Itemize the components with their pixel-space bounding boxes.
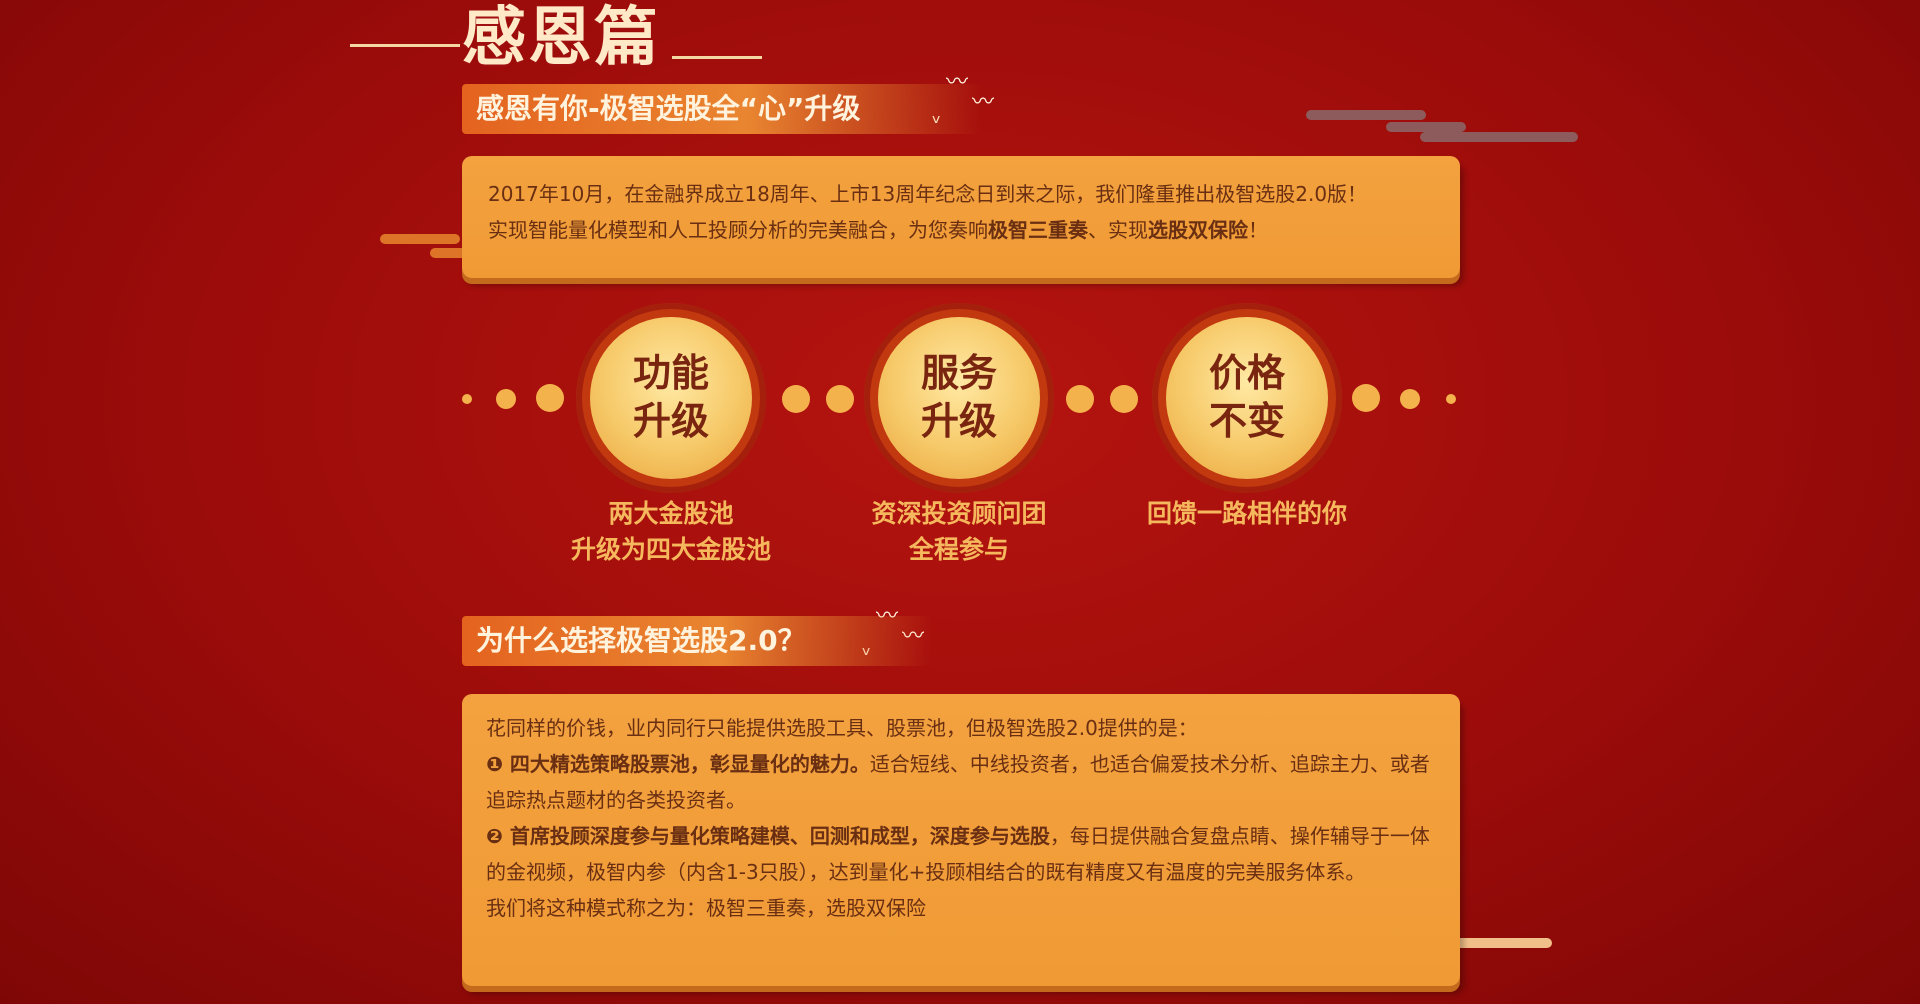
feature-title-line-2: 升级 bbox=[920, 399, 997, 443]
connector-dot bbox=[1400, 389, 1420, 409]
feature-circle-service: 服务 升级 bbox=[864, 303, 1054, 493]
cloud-streak-2 bbox=[1386, 122, 1466, 132]
connector-dot bbox=[536, 384, 564, 412]
feature-circle-inner: 价格 不变 bbox=[1166, 317, 1328, 479]
connector-dot bbox=[826, 385, 854, 413]
feature-title-line-2: 不变 bbox=[1208, 399, 1285, 443]
cloud-streak-4 bbox=[380, 234, 460, 244]
intro-line-2: 实现智能量化模型和人工投顾分析的完美融合，为您奏响极智三重奏、实现选股双保险！ bbox=[488, 218, 1268, 242]
connector-dot bbox=[1352, 384, 1380, 412]
feature-caption-function: 两大金股池 升级为四大金股池 bbox=[570, 499, 771, 564]
connector-dot bbox=[1110, 385, 1138, 413]
feature-circle-function: 功能 升级 bbox=[576, 303, 766, 493]
feature-circle-inner: 功能 升级 bbox=[590, 317, 752, 479]
connector-dot bbox=[496, 389, 516, 409]
feature-title-line-1: 价格 bbox=[1208, 351, 1285, 395]
connector-dot bbox=[1446, 394, 1456, 404]
why-intro: 花同样的价钱，业内同行只能提供选股工具、股票池，但极智选股2.0提供的是： bbox=[486, 716, 1198, 740]
connector-dot bbox=[782, 385, 810, 413]
ribbon-thanks-label: 感恩有你-极智选股全“心”升级 bbox=[476, 92, 861, 125]
feature-title-line-1: 功能 bbox=[632, 351, 709, 395]
why-panel: 花同样的价钱，业内同行只能提供选股工具、股票池，但极智选股2.0提供的是： ❶ … bbox=[462, 694, 1460, 986]
highlight-trio: 极智三重奏 bbox=[988, 218, 1088, 242]
feature-title-line-1: 服务 bbox=[920, 351, 997, 395]
cloud-streak-1 bbox=[1306, 110, 1426, 120]
why-point-2: ❷ 首席投顾深度参与量化策略建模、回测和成型，深度参与选股，每日提供融合复盘点睛… bbox=[486, 824, 1430, 884]
title-line-right bbox=[672, 56, 762, 59]
connector-dot bbox=[462, 394, 472, 404]
feature-caption-service: 资深投资顾问团 全程参与 bbox=[871, 499, 1047, 564]
why-point-1: ❶ 四大精选策略股票池，彰显量化的魅力。适合短线、中线投资者，也适合偏爱技术分析… bbox=[486, 752, 1430, 812]
ribbon-why: 为什么选择极智选股2.0？ bbox=[462, 616, 932, 666]
feature-circle-inner: 服务 升级 bbox=[878, 317, 1040, 479]
why-closing: 我们将这种模式称之为：极智三重奏，选股双保险 bbox=[486, 896, 926, 920]
feature-title-line-2: 升级 bbox=[632, 399, 709, 443]
connector-dot bbox=[1066, 385, 1094, 413]
ribbon-thanks: 感恩有你-极智选股全“心”升级 bbox=[462, 84, 982, 134]
cloud-streak-3 bbox=[1420, 132, 1578, 142]
highlight-double-insurance: 选股双保险 bbox=[1148, 218, 1248, 242]
intro-line-1: 2017年10月，在金融界成立18周年、上市13周年纪念日到来之际，我们隆重推出… bbox=[488, 182, 1368, 206]
title-line-left bbox=[350, 44, 460, 47]
section-title: 感恩篇 bbox=[462, 1, 660, 75]
feature-caption-price: 回馈一路相伴的你 bbox=[1146, 499, 1347, 528]
feature-circle-price: 价格 不变 bbox=[1152, 303, 1342, 493]
ribbon-why-label: 为什么选择极智选股2.0？ bbox=[476, 624, 806, 657]
intro-panel: 2017年10月，在金融界成立18周年、上市13周年纪念日到来之际，我们隆重推出… bbox=[462, 156, 1460, 278]
